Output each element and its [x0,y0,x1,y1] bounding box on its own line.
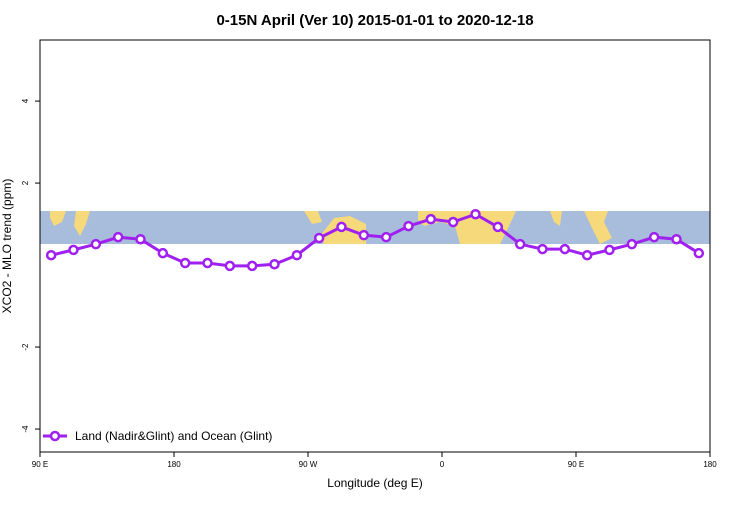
point [336,221,347,233]
point [403,220,414,232]
point [269,258,280,270]
point [470,208,481,220]
plot-frame [39,39,711,453]
point [202,257,213,269]
point [604,244,615,256]
map-band [40,211,710,244]
legend-label: Land (Nadir&Glint) and Ocean (Glint) [75,429,272,443]
point [447,216,459,228]
x-tick-label: 0 [440,460,445,469]
point [537,243,548,255]
x-tick-label: 90 W [299,460,318,469]
point [45,249,57,261]
point [68,244,79,256]
point [179,257,191,269]
point [380,231,392,243]
point [425,213,437,225]
point [112,231,124,243]
x-tick-label: 180 [167,460,181,469]
point [492,221,504,233]
point [246,260,258,272]
x-axis-label: Longitude (deg E) [327,476,422,490]
point [693,247,705,259]
point [291,249,303,261]
x-tick-label: 90 E [568,460,584,469]
chart-title: 0-15N April (Ver 10) 2015-01-01 to 2020-… [216,12,533,29]
point [648,231,660,243]
point [559,243,571,255]
x-tick-label: 180 [703,460,717,469]
y-axis-label: XCO2 - MLO trend (ppm) [0,179,14,314]
point [135,233,146,245]
y-tick-label: 4 [21,98,30,103]
point [224,260,236,272]
y-tick-label: 2 [21,180,30,185]
point [671,233,682,245]
point [626,238,638,250]
point [581,249,593,261]
x-tick-label: 90 E [32,460,48,469]
point [157,247,169,259]
y-tick-label: -2 [21,343,30,351]
y-tick-label: -4 [21,425,30,433]
point [358,229,370,241]
legend-marker [49,430,61,442]
point [313,232,325,244]
point [514,238,526,250]
point [90,238,102,250]
